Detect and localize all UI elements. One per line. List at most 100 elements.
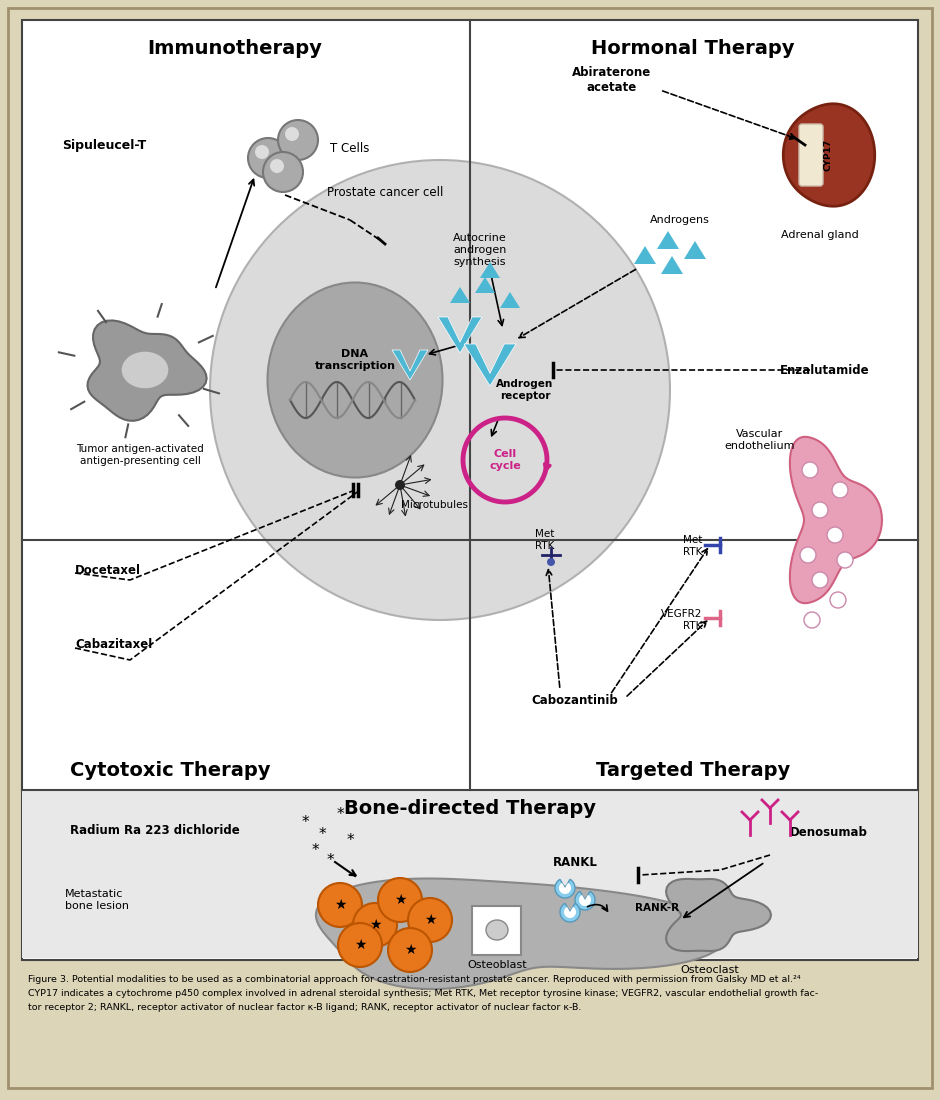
Text: Targeted Therapy: Targeted Therapy (596, 760, 791, 780)
Ellipse shape (486, 920, 508, 940)
Text: VEGFR2
RTK: VEGFR2 RTK (661, 609, 702, 630)
Wedge shape (564, 906, 576, 918)
Polygon shape (634, 246, 656, 264)
Circle shape (837, 552, 853, 568)
Circle shape (378, 878, 422, 922)
Polygon shape (475, 277, 495, 293)
Polygon shape (657, 231, 679, 249)
Text: Osteoblast: Osteoblast (467, 960, 526, 970)
Circle shape (318, 883, 362, 927)
Wedge shape (555, 879, 575, 898)
Text: Bone-directed Therapy: Bone-directed Therapy (344, 799, 596, 817)
Text: Figure 3. Potential modalities to be used as a combinatorial approach for castra: Figure 3. Potential modalities to be use… (28, 975, 801, 984)
Text: ★: ★ (404, 943, 416, 957)
Text: T Cells: T Cells (330, 142, 369, 154)
FancyBboxPatch shape (472, 906, 521, 955)
Text: Denosumab: Denosumab (790, 825, 868, 838)
Text: Hormonal Therapy: Hormonal Therapy (591, 39, 794, 57)
Text: Prostate cancer cell: Prostate cancer cell (327, 186, 443, 198)
Polygon shape (684, 241, 706, 258)
FancyBboxPatch shape (799, 124, 823, 186)
Text: tor receptor 2; RANKL, receptor activator of nuclear factor κ-B ligand; RANK, re: tor receptor 2; RANKL, receptor activato… (28, 1003, 581, 1012)
Circle shape (278, 120, 318, 160)
Text: Immunotherapy: Immunotherapy (148, 39, 322, 57)
Circle shape (338, 923, 382, 967)
Text: ★: ★ (353, 938, 367, 952)
Text: CYP17 indicates a cytochrome p450 complex involved in adrenal steroidal synthesi: CYP17 indicates a cytochrome p450 comple… (28, 989, 818, 998)
Text: Tumor antigen-activated
antigen-presenting cell: Tumor antigen-activated antigen-presenti… (76, 444, 204, 465)
Circle shape (800, 547, 816, 563)
Polygon shape (480, 262, 500, 278)
Polygon shape (450, 287, 470, 303)
Polygon shape (666, 879, 771, 952)
Circle shape (395, 480, 405, 490)
Text: Osteoclast: Osteoclast (681, 965, 740, 975)
Text: Vascular
endothelium: Vascular endothelium (725, 429, 795, 451)
Circle shape (255, 145, 269, 160)
Polygon shape (87, 320, 207, 421)
Wedge shape (560, 903, 580, 922)
Text: Cell
cycle: Cell cycle (489, 449, 521, 471)
Polygon shape (316, 879, 726, 989)
Text: Met
RTK: Met RTK (535, 529, 555, 551)
Ellipse shape (268, 283, 443, 477)
Text: Cabozantinib: Cabozantinib (532, 693, 619, 706)
Text: RANKL: RANKL (553, 856, 598, 869)
Text: Androgen
receptor: Androgen receptor (496, 379, 554, 400)
Text: Docetaxel: Docetaxel (75, 563, 141, 576)
Circle shape (285, 126, 299, 141)
Circle shape (270, 160, 284, 173)
Circle shape (830, 592, 846, 608)
Text: *: * (318, 827, 326, 843)
Polygon shape (500, 292, 520, 308)
Text: Cabazitaxel: Cabazitaxel (75, 638, 152, 651)
Text: ★: ★ (424, 913, 436, 927)
Text: Adrenal gland: Adrenal gland (781, 230, 859, 240)
Circle shape (812, 502, 828, 518)
Circle shape (827, 527, 843, 543)
Text: Abiraterone
acetate: Abiraterone acetate (572, 66, 651, 94)
Circle shape (804, 612, 820, 628)
Polygon shape (790, 437, 882, 603)
Polygon shape (392, 350, 428, 380)
Text: *: * (301, 814, 309, 829)
Wedge shape (579, 894, 591, 906)
Text: ★: ★ (334, 898, 346, 912)
Text: RANK-R: RANK-R (635, 903, 679, 913)
Text: CYP17: CYP17 (823, 139, 833, 172)
Polygon shape (464, 344, 516, 386)
Text: Cytotoxic Therapy: Cytotoxic Therapy (70, 760, 271, 780)
Circle shape (408, 898, 452, 942)
Circle shape (812, 572, 828, 588)
Text: *: * (326, 852, 334, 868)
Circle shape (388, 928, 432, 972)
Text: Radium Ra 223 dichloride: Radium Ra 223 dichloride (70, 824, 240, 836)
Text: Met
RTK: Met RTK (682, 536, 702, 557)
Polygon shape (783, 103, 875, 206)
Text: ★: ★ (368, 918, 382, 932)
Polygon shape (438, 317, 482, 353)
Text: *: * (346, 833, 353, 847)
FancyBboxPatch shape (22, 20, 918, 960)
Circle shape (248, 138, 288, 178)
Text: DNA
transcription: DNA transcription (315, 349, 396, 371)
Text: Androgens: Androgens (650, 214, 710, 225)
FancyBboxPatch shape (8, 8, 932, 1088)
Text: Metastatic
bone lesion: Metastatic bone lesion (65, 889, 129, 911)
Text: Sipuleucel-T: Sipuleucel-T (62, 139, 147, 152)
Polygon shape (661, 256, 683, 274)
Text: Enzalutamide: Enzalutamide (780, 363, 870, 376)
FancyBboxPatch shape (22, 790, 918, 958)
Ellipse shape (210, 160, 670, 620)
Text: ★: ★ (394, 893, 406, 907)
Text: *: * (337, 807, 344, 823)
Circle shape (802, 462, 818, 478)
Ellipse shape (121, 351, 169, 389)
Text: Microtubules: Microtubules (401, 500, 468, 510)
Circle shape (353, 903, 397, 947)
Wedge shape (575, 891, 595, 910)
Wedge shape (559, 883, 571, 894)
Circle shape (832, 482, 848, 498)
Text: Autocrine
androgen
synthesis: Autocrine androgen synthesis (453, 233, 507, 266)
Circle shape (547, 558, 555, 566)
